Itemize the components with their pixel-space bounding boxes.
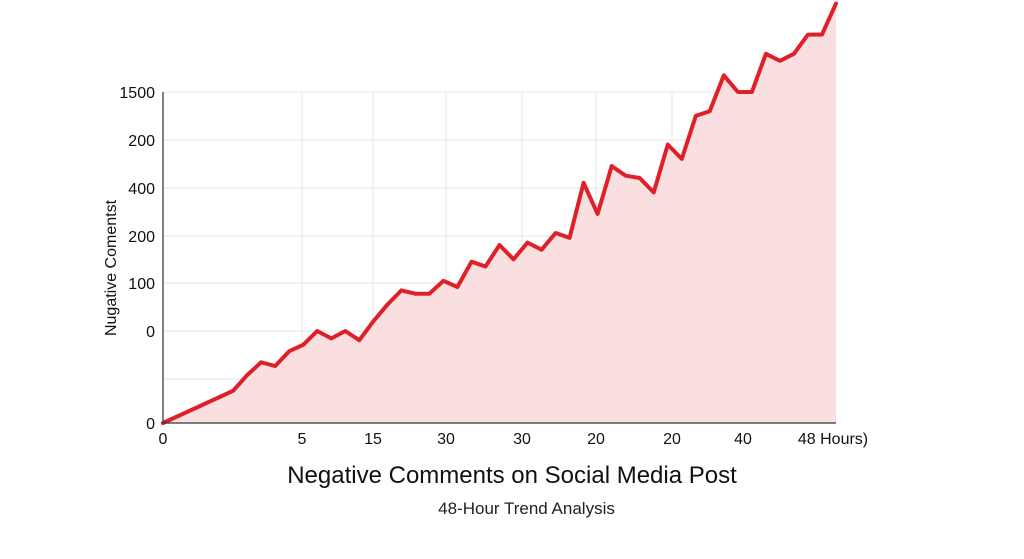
y-tick-label: 0 xyxy=(146,416,155,433)
y-tick-label: 200 xyxy=(128,133,155,150)
x-tick-label: 5 xyxy=(298,431,307,448)
x-tick-label: 30 xyxy=(437,431,455,448)
y-tick-label: 0 xyxy=(146,324,155,341)
y-tick-label: 200 xyxy=(128,229,155,246)
x-tick-label: 0 xyxy=(159,431,168,448)
x-tick-label: 15 xyxy=(364,431,382,448)
y-tick-label: 1500 xyxy=(119,85,155,102)
x-axis-tick-labels: 0 5 15 30 30 20 20 40 48 Hours) xyxy=(159,431,869,448)
chart-subtitle: 48-Hour Trend Analysis xyxy=(438,499,615,518)
y-axis-title: Nugative Comentst xyxy=(103,199,120,336)
x-tick-label: 48 Hours) xyxy=(798,431,868,448)
y-axis-tick-labels: 0 0 100 200 400 200 1500 xyxy=(119,85,155,433)
x-tick-label: 20 xyxy=(663,431,681,448)
area-fill xyxy=(163,3,836,423)
axes xyxy=(162,92,836,424)
x-tick-label: 40 xyxy=(734,431,752,448)
y-tick-label: 100 xyxy=(128,276,155,293)
x-tick-label: 20 xyxy=(587,431,605,448)
chart-title: Negative Comments on Social Media Post xyxy=(287,462,737,489)
y-tick-label: 400 xyxy=(128,181,155,198)
x-tick-label: 30 xyxy=(513,431,531,448)
series-line xyxy=(161,1,838,425)
